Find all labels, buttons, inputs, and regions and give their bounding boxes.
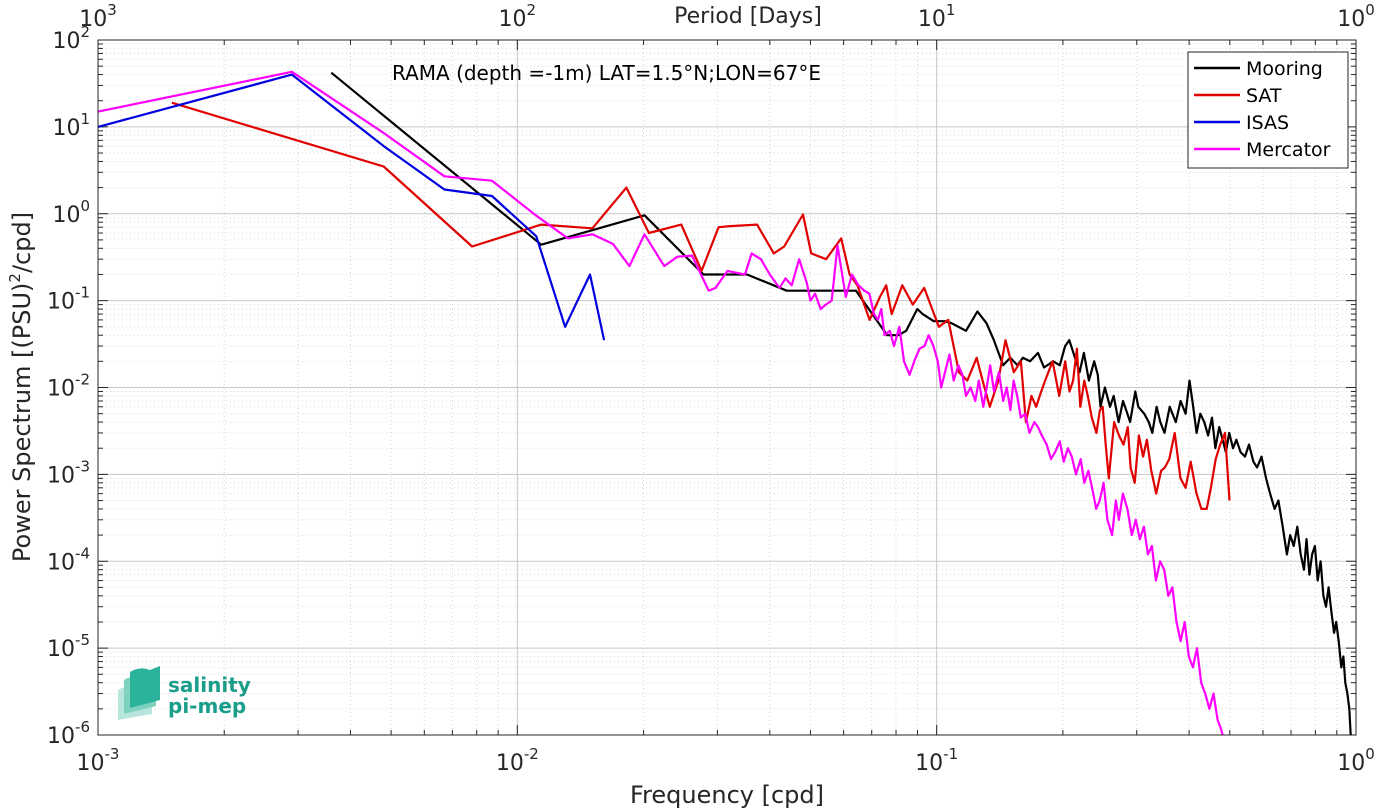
minor-grid — [98, 40, 1356, 735]
top-tick-label: 100 — [1337, 1, 1375, 32]
tick-base: 10 — [47, 637, 75, 662]
series-layer — [97, 70, 1352, 736]
tick-base: 10 — [918, 7, 946, 32]
tick-exponent: 2 — [80, 23, 90, 41]
tick-exponent: -1 — [75, 284, 90, 302]
tick-exponent: 1 — [946, 1, 956, 19]
y-axis-title-tail: /cpd] — [8, 212, 36, 273]
y-tick-label: 102 — [52, 23, 90, 54]
tick-base: 10 — [1337, 7, 1365, 32]
tick-exponent: 2 — [527, 1, 537, 19]
y-tick-label: 100 — [52, 197, 90, 228]
tick-base: 10 — [52, 203, 80, 228]
tick-base: 10 — [77, 751, 105, 776]
legend-label-mercator: Mercator — [1246, 139, 1331, 161]
tick-base: 10 — [496, 751, 524, 776]
tick-base: 10 — [52, 116, 80, 141]
tick-base: 10 — [47, 290, 75, 315]
series-line-sat — [171, 101, 1231, 510]
y-tick-label: 101 — [52, 110, 90, 141]
tick-base: 10 — [47, 550, 75, 575]
legend-label-isas: ISAS — [1246, 112, 1289, 134]
logo-line-2: pi-mep — [168, 694, 246, 718]
tick-exponent: -2 — [524, 745, 539, 763]
y-axis-title: Power Spectrum [(PSU)2/cpd] — [6, 212, 36, 562]
y-tick-label: 10-4 — [47, 544, 90, 575]
tick-base: 10 — [79, 7, 107, 32]
x-axis-title: Frequency [cpd] — [630, 781, 824, 809]
y-axis-title-main: Power Spectrum [(PSU) — [8, 283, 36, 562]
tick-base: 10 — [915, 751, 943, 776]
top-tick-label: 102 — [499, 1, 537, 32]
legend: Mooring SAT ISAS Mercator — [1187, 51, 1349, 169]
tick-exponent: 0 — [1365, 745, 1375, 763]
legend-label-sat: SAT — [1246, 85, 1282, 107]
tick-base: 10 — [52, 29, 80, 54]
tick-exponent: 3 — [107, 1, 117, 19]
axis-ticks — [97, 39, 1357, 736]
wave-icon — [118, 666, 160, 720]
tick-exponent: -1 — [943, 745, 958, 763]
tick-exponent: -4 — [75, 544, 90, 562]
tick-exponent: 0 — [80, 197, 90, 215]
logo-line-1: salinity — [168, 673, 251, 697]
tick-base: 10 — [47, 724, 75, 749]
tick-exponent: -2 — [75, 371, 90, 389]
y-tick-label: 10-3 — [47, 457, 90, 488]
y-axis-title-sup: 2 — [6, 273, 24, 283]
top-tick-label: 103 — [79, 1, 117, 32]
top-tick-label: 101 — [918, 1, 956, 32]
tick-base: 10 — [1337, 751, 1365, 776]
tick-base: 10 — [47, 377, 75, 402]
x-tick-label: 10-1 — [915, 745, 958, 776]
y-tick-label: 10-1 — [47, 284, 90, 315]
tick-exponent: -5 — [75, 631, 90, 649]
salinity-pi-mep-logo: salinity pi-mep — [118, 666, 251, 720]
y-tick-label: 10-5 — [47, 631, 90, 662]
plot-title: RAMA (depth =-1m) LAT=1.5°N;LON=67°E — [392, 61, 821, 85]
series-line-mercator — [97, 70, 1224, 736]
tick-exponent: 0 — [1365, 1, 1375, 19]
tick-exponent: -3 — [105, 745, 120, 763]
x-tick-label: 100 — [1337, 745, 1375, 776]
series-line-isas — [97, 73, 606, 341]
x-tick-label: 10-3 — [77, 745, 120, 776]
tick-exponent: -3 — [75, 457, 90, 475]
tick-base: 10 — [499, 7, 527, 32]
tick-base: 10 — [47, 463, 75, 488]
tick-exponent: -6 — [75, 718, 90, 736]
series-line-mooring — [330, 71, 1352, 736]
legend-label-mooring: Mooring — [1246, 58, 1323, 80]
top-tick-labels: 103 102 101 100 — [79, 1, 1375, 32]
y-tick-label: 10-6 — [47, 718, 90, 749]
top-axis-title: Period [Days] — [674, 4, 822, 29]
x-tick-labels: 10-3 10-2 10-1 100 — [77, 745, 1375, 776]
y-tick-label: 10-2 — [47, 371, 90, 402]
x-tick-label: 10-2 — [496, 745, 539, 776]
tick-exponent: 1 — [80, 110, 90, 128]
plot-frame — [97, 39, 1357, 736]
